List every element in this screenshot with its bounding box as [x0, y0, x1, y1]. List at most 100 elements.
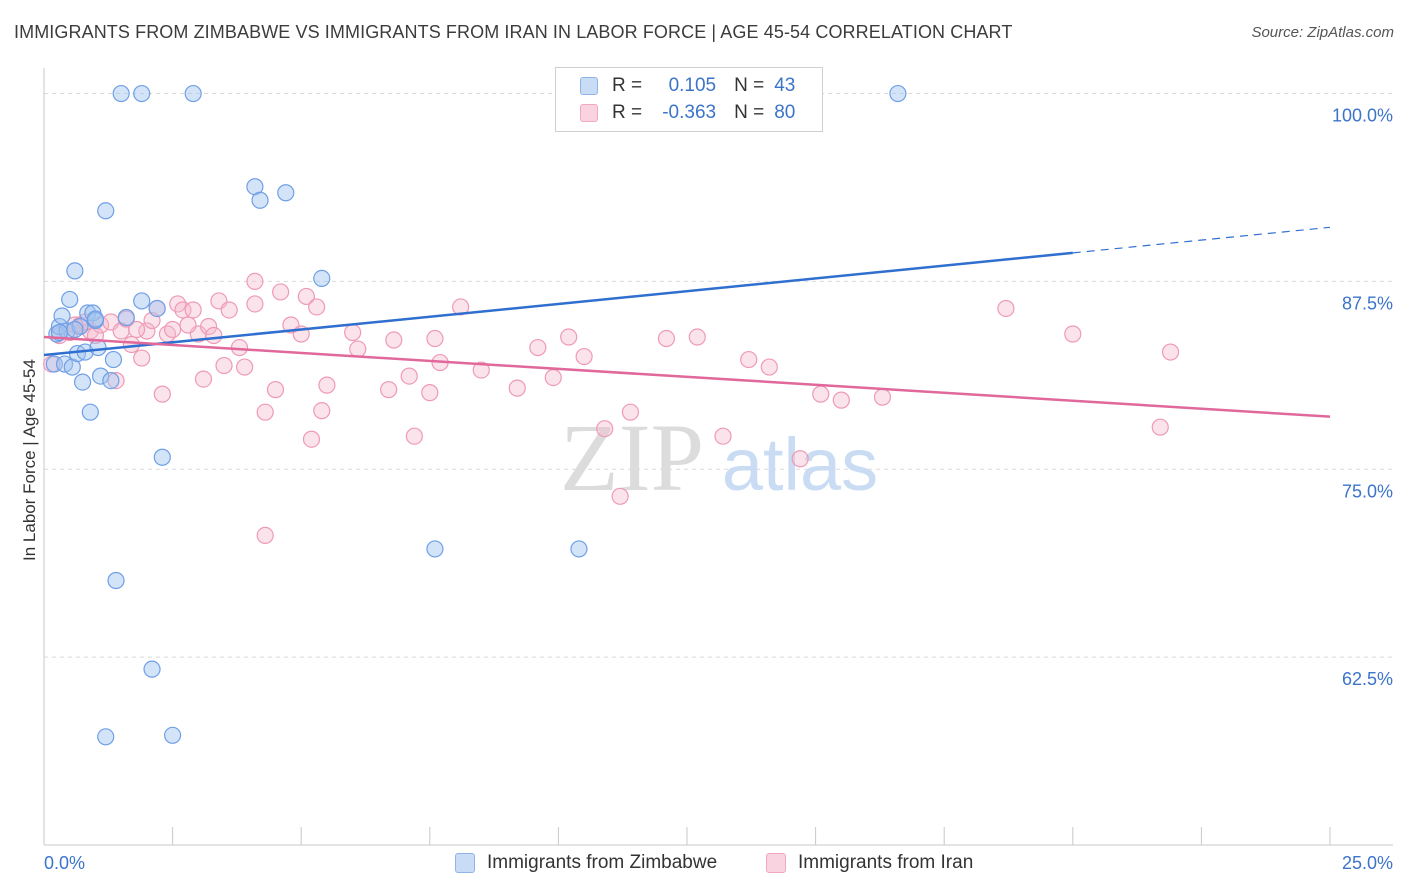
legend-n-label: N = [734, 102, 765, 123]
zimbabwe-point [107, 571, 125, 590]
iran-point [246, 272, 264, 291]
correlation-legend: R = 0.105 N = 43 R = -0.363 N = 80 [555, 67, 823, 132]
iran-point [344, 323, 362, 342]
iran-point [611, 487, 629, 505]
legend-label-zimbabwe: Immigrants from Zimbabwe [487, 852, 718, 873]
legend-item-zimbabwe[interactable]: Immigrants from Zimbabwe [455, 852, 717, 874]
zimbabwe-point [570, 540, 588, 558]
zimbabwe-point [53, 307, 71, 325]
iran-point [205, 326, 223, 345]
iran-point [194, 370, 213, 388]
series-zimbabwe-points [45, 84, 907, 746]
iran-point [184, 301, 202, 319]
iran-point [385, 331, 403, 349]
iran-point [596, 420, 614, 438]
zimbabwe-point [61, 290, 79, 309]
zimbabwe-point [143, 660, 161, 678]
watermark-zip: ZIP [560, 404, 704, 511]
iran-point [164, 320, 182, 339]
iran-point [1064, 325, 1082, 343]
iran-point [153, 385, 171, 403]
iran-point [215, 356, 233, 375]
zimbabwe-point [889, 84, 907, 103]
iran-point [272, 283, 290, 301]
x-tick-label: 0.0% [44, 853, 85, 873]
iran-point [714, 427, 732, 445]
zimbabwe-point [81, 403, 99, 421]
y-tick-label: 100.0% [1332, 106, 1393, 126]
zimbabwe-point [133, 292, 151, 310]
y-tick-label: 87.5% [1342, 293, 1393, 313]
zimbabwe-point [251, 191, 269, 209]
legend-swatch-zimbabwe [580, 77, 598, 95]
x-tick-label: 25.0% [1342, 853, 1393, 873]
iran-point [452, 298, 470, 316]
zimbabwe-point [66, 262, 84, 280]
iran-point [472, 361, 490, 379]
iran-point [127, 320, 146, 339]
iran-point [997, 299, 1015, 318]
legend-row-zimbabwe: R = 0.105 N = 43 [580, 74, 795, 98]
legend-row-iran: R = -0.363 N = 80 [580, 101, 795, 125]
iran-point [760, 358, 778, 376]
iran-point [122, 335, 141, 354]
chart-title: IMMIGRANTS FROM ZIMBABWE VS IMMIGRANTS F… [14, 22, 1013, 42]
iran-point [400, 367, 418, 385]
iran-point [621, 403, 640, 421]
iran-point [256, 403, 274, 421]
iran-point [313, 402, 331, 420]
iran-point [107, 372, 125, 390]
iran-point [133, 349, 151, 367]
iran-point [1161, 343, 1180, 361]
zimbabwe-point [133, 84, 151, 103]
legend-item-iran[interactable]: Immigrants from Iran [766, 852, 973, 874]
zimbabwe-point [73, 373, 92, 391]
zimbabwe-point [66, 320, 84, 339]
zimbabwe-point [97, 202, 115, 220]
iran-point [266, 381, 285, 399]
iran-point [657, 329, 676, 348]
zimbabwe-point [71, 317, 89, 336]
iran-point [308, 298, 326, 316]
iran-point [220, 301, 238, 319]
legend-swatch-zimbabwe [455, 853, 475, 873]
legend-swatch-iran [766, 853, 786, 873]
iran-point [560, 328, 578, 346]
iran-point [421, 384, 439, 402]
legend-r-label: R = [612, 75, 643, 96]
iran-point [179, 316, 197, 334]
legend-n-value: 80 [774, 102, 796, 123]
tick-labels: 62.5% 75.0% 87.5% 100.0% 0.0% 25.0% [44, 106, 1393, 873]
zimbabwe-point [426, 540, 444, 558]
zimbabwe-point [112, 84, 130, 103]
legend-r-label: R = [612, 102, 643, 123]
iran-point [297, 287, 315, 306]
legend-label-iran: Immigrants from Iran [798, 852, 974, 873]
legend-r-value: -0.363 [662, 102, 717, 123]
zimbabwe-point [148, 299, 166, 318]
legend-n-label: N = [734, 75, 765, 96]
trend-iran [43, 335, 1331, 418]
legend-swatch-iran [580, 104, 598, 122]
zimbabwe-point [117, 308, 135, 327]
zimbabwe-point [277, 184, 295, 202]
zimbabwe-point [153, 448, 171, 466]
iran-point [302, 430, 321, 448]
iran-point [405, 427, 423, 445]
zimbabwe-point [102, 372, 120, 390]
iran-point [236, 358, 254, 376]
iran-point [544, 368, 562, 387]
iran-point [256, 526, 274, 545]
legend-r-value: 0.105 [668, 75, 717, 96]
series-legend: Immigrants from Zimbabwe Immigrants from… [0, 852, 1406, 878]
iran-point [791, 450, 809, 468]
iran-point [380, 381, 398, 399]
zimbabwe-point [313, 269, 331, 288]
series-iran-points [43, 272, 1180, 545]
iran-point [349, 340, 367, 358]
y-tick-label: 62.5% [1342, 669, 1393, 689]
iran-point [688, 328, 706, 346]
trend-zimbabwe [43, 251, 1073, 357]
zimbabwe-point [104, 350, 123, 369]
